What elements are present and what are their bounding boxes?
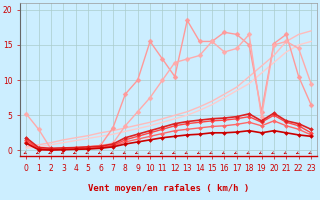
X-axis label: Vent moyen/en rafales ( km/h ): Vent moyen/en rafales ( km/h )	[88, 184, 249, 193]
